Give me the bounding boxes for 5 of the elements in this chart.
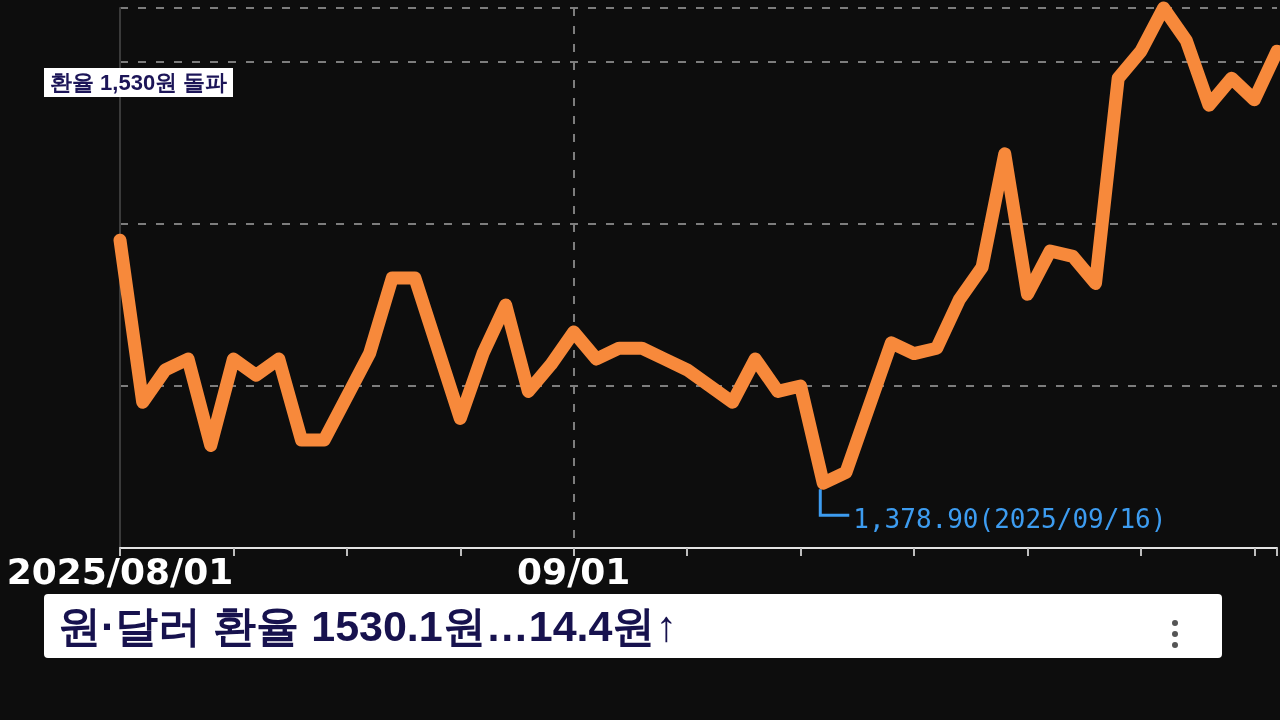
annotation: 1,378.90(2025/09/16) [853,504,1167,535]
text: 환율 1,530원 돌파 [44,68,234,97]
x-tick-label: 09/01 [517,550,631,592]
x-tick-label: 2025/08/01 [6,550,234,592]
text: 원·달러 환율 1530.1원…14.4원↑ [58,601,677,652]
